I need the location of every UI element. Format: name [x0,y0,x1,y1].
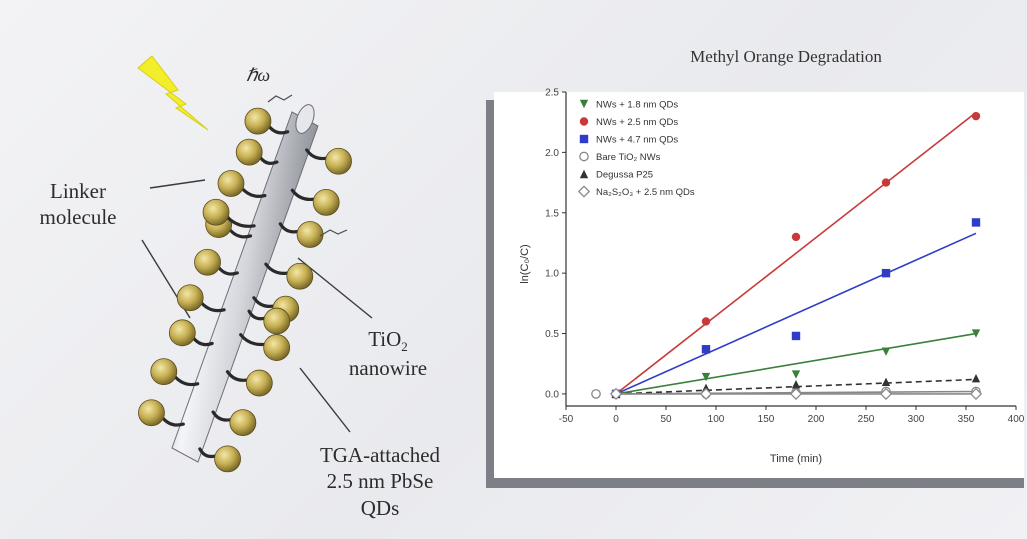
hv-label: ℏω [246,65,271,85]
data-point [881,178,891,187]
fit-line [615,232,977,395]
quantum-dot [286,262,314,290]
quantum-dot [244,107,272,135]
data-point [791,370,801,379]
legend-marker [579,151,589,162]
legend-marker [579,169,589,179]
chart-legend: NWs + 1.8 nm QDs NWs + 2.5 nm QDs NWs + 4.… [577,99,695,198]
quantum-dot [235,138,263,166]
data-point [971,111,981,121]
x-tick-label: 50 [660,414,672,425]
data-point [971,218,981,227]
data-point [881,347,891,356]
tio2-nanowire-label: TiO2 nanowire [348,327,428,381]
molecule-sketch [267,94,348,237]
data-point [791,380,801,389]
quantum-dot [245,369,273,397]
data-point [701,345,711,354]
series-5 [609,387,983,401]
linker-molecule-label: Linker molecule [39,179,117,230]
quantum-dot [194,248,221,276]
x-tick-label: 200 [808,414,825,425]
quantum-dot [202,198,230,226]
x-tick-label: 400 [1008,414,1025,425]
data-point [881,377,891,387]
x-tick-label: 350 [958,414,975,425]
y-tick-label: 1.0 [545,269,559,280]
data-point [879,387,893,401]
y-axis-label: ln(C₀/C) [519,244,531,283]
data-point [969,387,983,401]
quantum-dot [168,319,196,347]
legend-label: NWs + 1.8 nm QDs [596,100,678,111]
quantum-dot [325,147,352,175]
legend-label: NWs + 2.5 nm QDs [596,117,678,128]
x-tick-label: 150 [758,414,775,425]
plot-area: -50 0 50 100 150 200 250 300 350 400 0.0 0.5 1.0 1.5 2… [545,88,1025,426]
tio2-nanowire [171,104,319,463]
x-tick-label: -50 [559,414,574,425]
data-point [701,372,711,382]
legend-marker [579,134,589,144]
fit-line [615,332,977,395]
data-point [971,374,981,383]
y-tick-label: 1.5 [545,208,559,219]
quantum-dot [229,409,257,437]
legend-label: Na₂S₂O₃ + 2.5 nm QDs [596,187,695,198]
legend-marker [579,99,589,109]
fit-line [615,111,977,395]
y-tick-label: 2.0 [545,148,559,159]
x-tick-label: 0 [613,414,619,425]
y-tick-label: 0.0 [545,389,559,400]
legend-label: Degussa P25 [596,170,653,181]
data-point [701,317,711,326]
quantum-dot [150,358,178,386]
data-point [699,387,713,401]
data-point [789,387,803,401]
data-point [591,389,601,399]
legend-label: Bare TiO₂ NWs [596,152,661,163]
quantum-dot [138,399,165,427]
legend-marker [577,185,591,198]
data-point [791,331,801,341]
quantum-dot [214,445,241,473]
quantum-dot [263,334,291,361]
tga-qd-label: TGA-attached 2.5 nm PbSe QDs [319,443,441,520]
quantum-dots [138,107,352,473]
x-tick-label: 300 [908,414,925,425]
y-tick-label: 2.5 [545,88,559,99]
quantum-dot [176,284,204,312]
data-point [881,268,891,278]
legend-label: NWs + 4.7 nm QDs [596,135,678,146]
quantum-dot [217,170,245,197]
nanowire-diagram [137,55,373,473]
x-axis-label: Time (min) [770,453,822,465]
x-tick-label: 250 [858,414,875,425]
quantum-dot [263,307,291,335]
chart-title: Methyl Orange Degradation [690,47,882,66]
data-point [971,329,981,338]
lightning-icon [137,55,209,131]
quantum-dot [312,188,340,216]
x-tick-label: 100 [708,414,725,425]
y-tick-label: 0.5 [545,329,559,340]
data-point [791,232,801,242]
legend-marker [579,117,589,126]
data-point [609,387,623,401]
